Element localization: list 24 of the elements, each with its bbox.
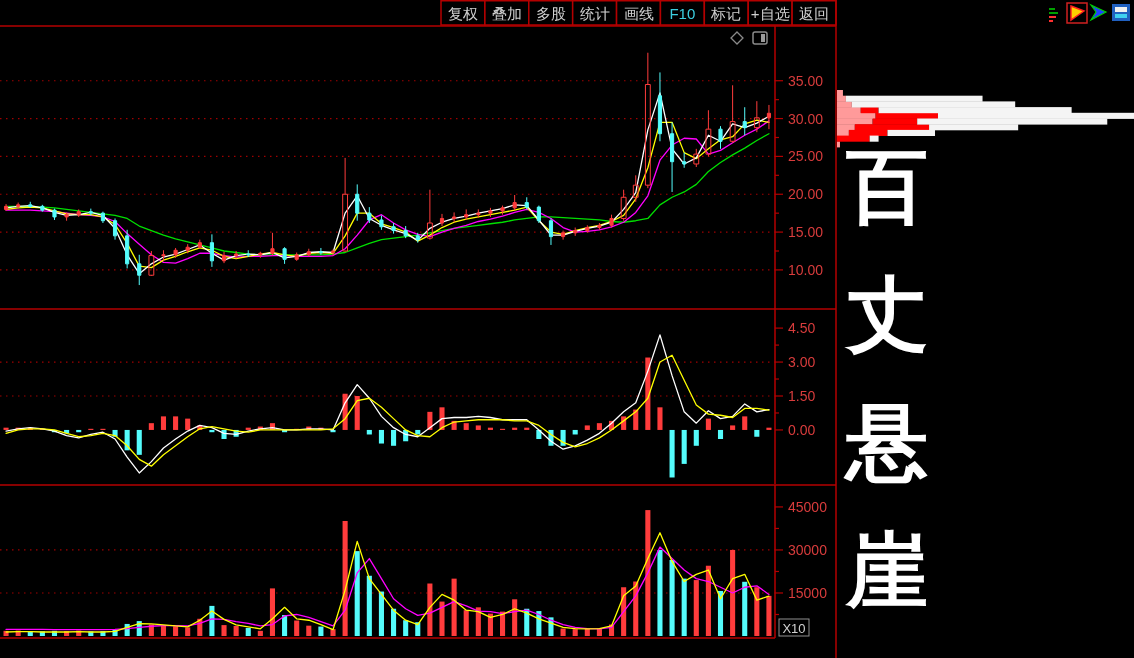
- text: 叠加: [491, 5, 522, 22]
- text: 标记: [710, 5, 742, 22]
- text: F10: [669, 5, 696, 22]
- y-tick-label: 25.00: [788, 148, 824, 165]
- y-tick-label: 3.00: [788, 354, 816, 371]
- text: +自选: [750, 5, 790, 22]
- text: X10: [782, 620, 806, 636]
- text: 返回: [799, 5, 830, 22]
- y-tick-label: 20.00: [788, 186, 824, 203]
- y-tick-label: 0.00: [788, 421, 816, 438]
- annotation: 百丈悬崖: [843, 141, 928, 616]
- y-tick-label: 4.50: [788, 320, 816, 337]
- text: 画线: [623, 5, 654, 22]
- y-tick-label: 45000: [788, 498, 828, 515]
- text: 统计: [579, 5, 610, 22]
- y-tick-label: 15000: [788, 584, 828, 601]
- y-tick-label: 15.00: [788, 224, 824, 241]
- y-tick-label: 30000: [788, 541, 828, 558]
- y-tick-label: 10.00: [788, 261, 824, 278]
- text: 复权: [447, 5, 478, 22]
- y-tick-label: 35.00: [788, 72, 824, 89]
- y-tick-label: 1.50: [788, 388, 816, 404]
- text: 多股: [535, 5, 566, 22]
- y-tick-label: 30.00: [788, 110, 824, 127]
